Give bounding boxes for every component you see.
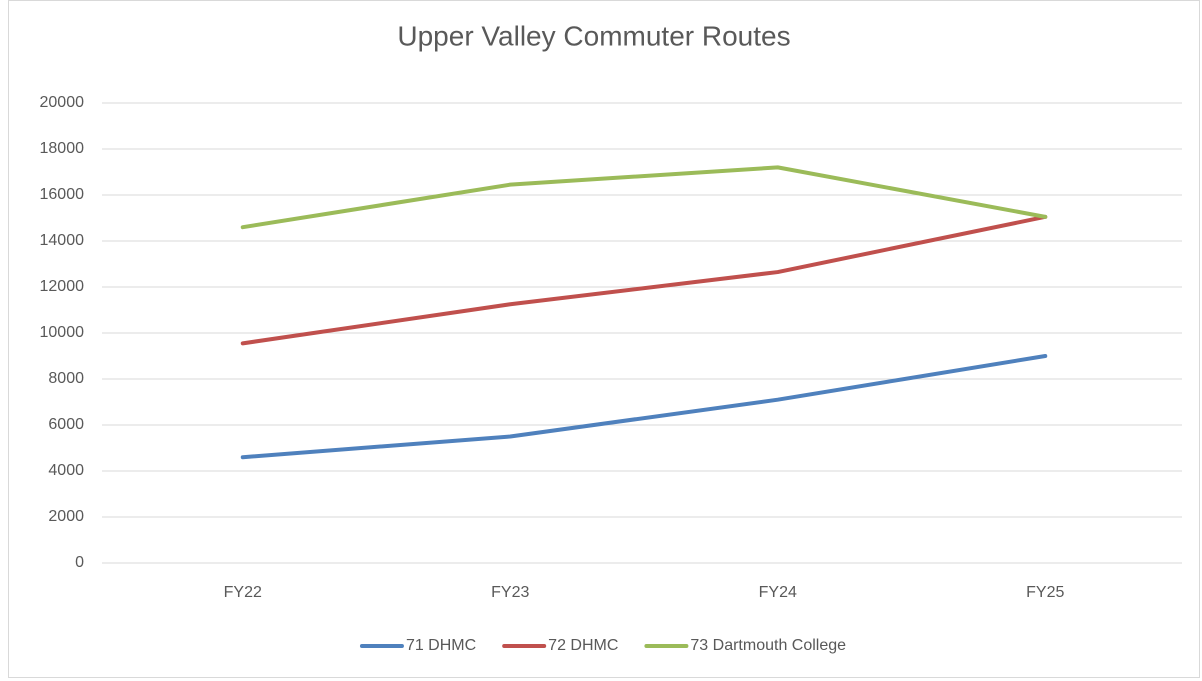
x-tick-label: FY22 — [224, 584, 262, 601]
x-tick-label: FY23 — [491, 584, 529, 601]
y-tick-label: 10000 — [40, 324, 85, 341]
series-line — [240, 354, 1048, 460]
y-tick-label: 14000 — [40, 232, 85, 249]
y-tick-label: 0 — [75, 554, 84, 571]
legend-label: 73 Dartmouth College — [690, 637, 846, 654]
y-tick-label: 2000 — [48, 508, 84, 525]
legend-label: 71 DHMC — [406, 637, 476, 654]
x-tick-label: FY25 — [1026, 584, 1064, 601]
y-tick-label: 12000 — [40, 278, 85, 295]
chart-border — [8, 0, 1200, 678]
y-tick-label: 20000 — [40, 94, 85, 111]
series-line — [240, 165, 1048, 230]
legend-label: 72 DHMC — [548, 637, 618, 654]
series-line — [240, 214, 1048, 346]
y-tick-label: 8000 — [48, 370, 84, 387]
y-tick-label: 18000 — [40, 140, 85, 157]
y-tick-label: 6000 — [48, 416, 84, 433]
x-tick-label: FY24 — [759, 584, 797, 601]
y-tick-label: 16000 — [40, 186, 85, 203]
chart-title: Upper Valley Commuter Routes — [397, 20, 790, 51]
y-tick-label: 4000 — [48, 462, 84, 479]
